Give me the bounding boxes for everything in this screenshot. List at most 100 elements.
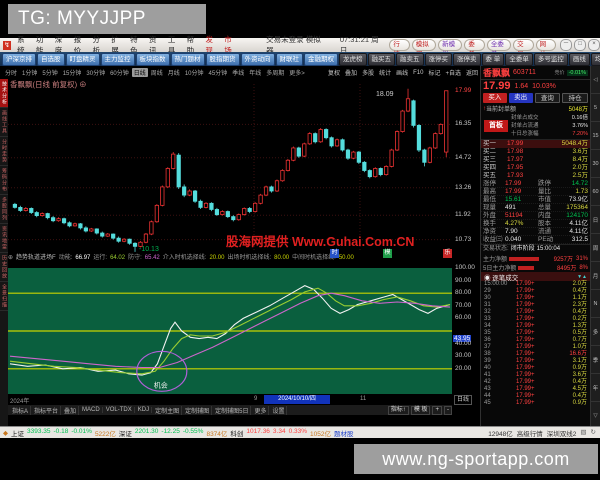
tick-row[interactable]: 32 17.99+ 0.4万 — [481, 309, 590, 316]
bid-row[interactable]: 买三 17.97 8.4万 — [481, 156, 590, 164]
tick-row[interactable]: 36 17.99+ 0.7万 — [481, 337, 590, 344]
toolbar-button[interactable]: 外资动向 — [240, 52, 275, 66]
indicator-tab-定制辅图[interactable]: 定制辅图 — [183, 405, 213, 415]
quote-button-买入[interactable]: 买入 — [483, 93, 507, 103]
period-tab-10分钟[interactable]: 10分钟 — [184, 71, 204, 77]
indicator-tool-+[interactable]: + — [432, 405, 442, 415]
minimize-button[interactable]: － — [560, 39, 572, 51]
period-tab-5分钟[interactable]: 5分钟 — [42, 71, 58, 77]
period-tab-季线[interactable]: 季线 — [232, 71, 245, 77]
chart-tool-统计[interactable]: 统计 — [379, 71, 392, 77]
toolbar-button[interactable]: 全委单 — [505, 52, 533, 66]
indicator-tab-KDJ[interactable]: KDJ — [136, 407, 153, 413]
right-strip-日[interactable]: 日 — [591, 206, 600, 234]
menu-hot-发现[interactable]: 发现 — [205, 35, 213, 55]
tick-row[interactable]: 15:00:00 17.99+ 2.0万 — [481, 281, 590, 288]
tick-row[interactable]: 34 17.99+ 1.3万 — [481, 323, 590, 330]
indicator-tab-更多[interactable]: 更多 — [252, 405, 270, 415]
menu-item-功能[interactable]: 功能 — [35, 35, 44, 55]
tick-row[interactable]: 31 17.99+ 2.3万 — [481, 302, 590, 309]
tick-sort-icons[interactable]: ▼▲ — [577, 273, 587, 280]
menu-item-分析[interactable]: 分析 — [92, 35, 100, 55]
tick-list-tab[interactable]: ◉ 逐笔成交 ▼▲ — [481, 272, 590, 282]
right-strip-年[interactable]: 年 — [591, 374, 600, 402]
bid-row[interactable]: 买二 17.98 3.6万 — [481, 148, 590, 156]
toolbar-button[interactable]: 热门题材 — [170, 52, 205, 66]
period-tab-日线[interactable]: 日线 — [131, 68, 148, 77]
period-tab-更多>[interactable]: 更多> — [289, 71, 305, 77]
toolbar-button[interactable]: 板块指数 — [135, 52, 170, 66]
menu-item-资讯[interactable]: 资讯 — [148, 35, 157, 55]
menu-hot-市场[interactable]: 市场 — [224, 35, 232, 55]
menu-item-扩展[interactable]: 扩展 — [111, 35, 119, 55]
candlestick-chart[interactable]: 18.09 -10.13 — [8, 84, 452, 252]
period-tab-年线[interactable]: 年线 — [249, 71, 262, 77]
chart-tool-返回[interactable]: 返回 — [465, 71, 478, 77]
bid-row[interactable]: 买五 17.93 2.5万 — [481, 172, 590, 180]
quick-button[interactable]: 委 单 — [464, 39, 485, 58]
right-strip-5[interactable]: 5 — [591, 94, 600, 122]
period-tab-15分钟[interactable]: 15分钟 — [62, 71, 82, 77]
toolbar-button[interactable]: 多号监控 — [533, 52, 568, 66]
tick-row[interactable]: 41 17.99+ 3.6万 — [481, 372, 590, 379]
quick-button[interactable]: 全委单 — [486, 39, 512, 58]
status-right-item[interactable]: 深圳双线2 — [546, 430, 577, 438]
period-tab-多周期[interactable]: 多周期 — [266, 71, 285, 77]
period-tab-45分钟[interactable]: 45分钟 — [208, 71, 228, 77]
tick-row[interactable]: 30 17.99+ 1.1万 — [481, 295, 590, 302]
right-strip-◁[interactable]: ◁ — [591, 66, 600, 94]
indicator-tab-定制主图[interactable]: 定制主图 — [153, 405, 183, 415]
menu-item-系统[interactable]: 系统 — [17, 35, 25, 55]
left-tab-技术分析[interactable]: 技术分析 — [0, 79, 8, 108]
toolbar-button[interactable]: 主力监控 — [100, 52, 135, 66]
chart-tool-复权[interactable]: 复权 — [328, 71, 341, 77]
indicator-tool-模 板[interactable]: 模 板 — [410, 405, 431, 415]
left-tab-全景扫描[interactable]: 全景扫描 — [0, 282, 8, 311]
menu-item-报价[interactable]: 报价 — [73, 35, 82, 55]
quick-button[interactable]: 模拟买 — [411, 39, 437, 58]
chart-tool-叠加[interactable]: 叠加 — [345, 71, 358, 77]
tick-row[interactable]: 35 17.99+ 0.5万 — [481, 330, 590, 337]
toolbar-button[interactable]: 均线+ — [590, 52, 600, 66]
toolbar-button[interactable]: 融卖五 — [396, 52, 424, 66]
maximize-button[interactable]: □ — [574, 39, 586, 51]
indicator-tab-指标A[interactable]: 指标A — [10, 405, 32, 415]
chart-tool-F10[interactable]: F10 — [413, 69, 424, 76]
period-tab-周线[interactable]: 周线 — [150, 71, 163, 77]
period-tab-月线[interactable]: 月线 — [167, 71, 180, 77]
toolbar-button[interactable]: 涨停买 — [424, 52, 452, 66]
toolbar-button[interactable]: 股指期货 — [205, 52, 240, 66]
bid-row[interactable]: 买四 17.95 2.0万 — [481, 164, 590, 172]
quote-button-查询[interactable]: 查询 — [534, 93, 561, 103]
expand-icon[interactable]: ⊕ — [8, 255, 14, 261]
chart-tool-多股[interactable]: 多股 — [362, 71, 375, 77]
indicator-tab-VOL-TDX[interactable]: VOL-TDX — [104, 407, 135, 413]
toolbar-button[interactable]: 盯盘精灵 — [65, 52, 100, 66]
right-strip-月[interactable]: 月 — [591, 262, 600, 290]
tick-row[interactable]: 45 17.99+ 0.9万 — [481, 400, 590, 407]
period-tab-30分钟[interactable]: 30分钟 — [86, 71, 106, 77]
quick-button[interactable]: 新模拟 — [438, 39, 463, 58]
indicator-tab-指标平台[interactable]: 指标平台 — [32, 405, 62, 415]
left-tab-资讯地雷[interactable]: 资讯地雷 — [0, 224, 8, 253]
indicator-tab-设置[interactable]: 设置 — [270, 405, 288, 415]
menu-item-工具[interactable]: 工具 — [167, 35, 176, 55]
tick-row[interactable]: 37 17.99+ 1.0万 — [481, 344, 590, 351]
tick-row[interactable]: 39 17.99+ 3.1万 — [481, 358, 590, 365]
right-strip-季[interactable]: 季 — [591, 346, 600, 374]
bid-row[interactable]: 买一 17.99 5048.4万 — [481, 140, 590, 148]
tick-row[interactable]: 43 17.99+ 4.5万 — [481, 386, 590, 393]
indicator-tab-定制辅图5日[interactable]: 定制辅图5日 — [213, 405, 252, 415]
tick-list[interactable]: 15:00:00 17.99+ 2.0万 29 17.99+ 0.4万 30 17.99+ 1.… — [481, 281, 590, 407]
tick-row[interactable]: 40 17.99+ 0.9万 — [481, 365, 590, 372]
quote-button-持仓[interactable]: 持仓 — [562, 93, 588, 103]
toolbar-button[interactable]: 自选股 — [37, 52, 65, 66]
quick-button[interactable]: 行 情 — [389, 39, 410, 58]
right-strip-周[interactable]: 周 — [591, 234, 600, 262]
toolbar-button[interactable]: 融买五 — [367, 52, 395, 66]
toolbar-button[interactable]: 龙虎榜 — [339, 52, 367, 66]
left-tab-筹码分布[interactable]: 筹码分布 — [0, 166, 8, 195]
right-strip-15[interactable]: 15 — [591, 122, 600, 150]
tick-row[interactable]: 38 17.99+ 16.6万 — [481, 351, 590, 358]
right-strip-30[interactable]: 30 — [591, 150, 600, 178]
